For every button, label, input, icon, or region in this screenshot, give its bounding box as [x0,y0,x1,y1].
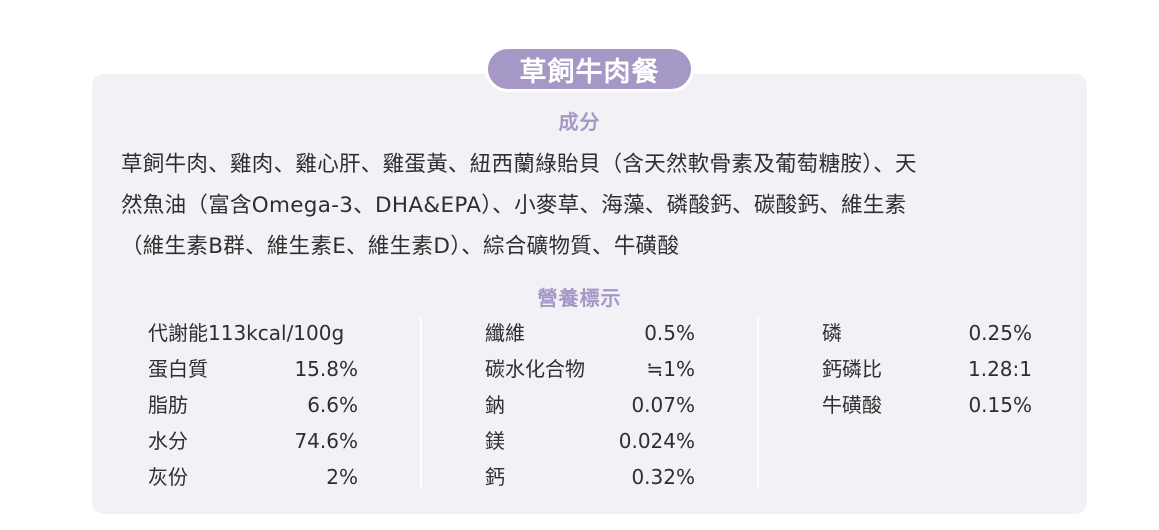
nutrient-value: 0.07% [631,393,695,417]
nutrition-row: 灰份 2% [148,459,358,495]
nutrient-value: 0.32% [631,465,695,489]
nutrition-row: 纖維 0.5% [485,315,695,351]
nutrition-row: 鈣磷比 1.28:1 [822,351,1032,387]
ingredients-line: （維生素B群、維生素E、維生素D）、綜合礦物質、牛磺酸 [121,234,680,259]
nutrient-label: 蛋白質 [148,357,208,381]
nutrition-row: 碳水化合物 ≒1% [485,351,695,387]
nutrition-row: 蛋白質 15.8% [148,351,358,387]
nutrition-row: 鈉 0.07% [485,387,695,423]
nutrient-value: ≒1% [646,357,695,381]
nutrient-label: 水分 [148,429,188,453]
nutrition-column-2: 纖維 0.5% 碳水化合物 ≒1% 鈉 0.07% 鎂 0.024% 鈣 0.3… [485,315,695,495]
nutrition-row: 代謝能113kcal/100g [148,315,358,351]
nutrition-column-1: 代謝能113kcal/100g 蛋白質 15.8% 脂肪 6.6% 水分 74.… [148,315,358,495]
product-info-card [92,74,1087,514]
product-title-badge: 草飼牛肉餐 [485,46,694,92]
nutrient-label: 牛磺酸 [822,393,882,417]
nutrient-label: 鈣 [485,465,505,489]
ingredients-line: 草飼牛肉、雞肉、雞心肝、雞蛋黃、紐西蘭綠貽貝（含天然軟骨素及葡萄糖胺）、天 [121,152,917,177]
nutrient-label: 碳水化合物 [485,357,585,381]
nutrition-row: 脂肪 6.6% [148,387,358,423]
nutrient-label: 鈣磷比 [822,357,882,381]
nutrient-value: 2% [326,465,358,489]
nutrient-label: 鈉 [485,393,505,417]
column-divider [757,318,759,488]
nutrient-value: 1.28:1 [968,357,1032,381]
ingredients-text: 草飼牛肉、雞肉、雞心肝、雞蛋黃、紐西蘭綠貽貝（含天然軟骨素及葡萄糖胺）、天 然魚… [121,144,1066,267]
nutrient-label: 磷 [822,321,842,345]
nutrition-row: 牛磺酸 0.15% [822,387,1032,423]
nutrition-row: 鎂 0.024% [485,423,695,459]
nutrient-value: 15.8% [294,357,358,381]
nutrient-label: 鎂 [485,429,505,453]
nutrient-label: 纖維 [485,321,525,345]
nutrition-row: 鈣 0.32% [485,459,695,495]
nutrition-row: 磷 0.25% [822,315,1032,351]
ingredients-heading: 成分 [558,110,601,134]
nutrient-value: 6.6% [307,393,358,417]
nutrition-row: 水分 74.6% [148,423,358,459]
nutrient-label: 代謝能113kcal/100g [148,321,345,345]
nutrient-value: 0.5% [644,321,695,345]
nutrient-value: 0.25% [968,321,1032,345]
nutrient-value: 0.15% [968,393,1032,417]
ingredients-line: 然魚油（富含Omega-3、DHA&EPA）、小麥草、海藻、磷酸鈣、碳酸鈣、維生… [121,193,907,218]
column-divider [420,318,422,488]
nutrition-heading: 營養標示 [537,286,622,310]
nutrient-value: 74.6% [294,429,358,453]
nutrition-column-3: 磷 0.25% 鈣磷比 1.28:1 牛磺酸 0.15% [822,315,1032,423]
nutrient-label: 脂肪 [148,393,188,417]
nutrient-value: 0.024% [618,429,695,453]
nutrient-label: 灰份 [148,465,188,489]
